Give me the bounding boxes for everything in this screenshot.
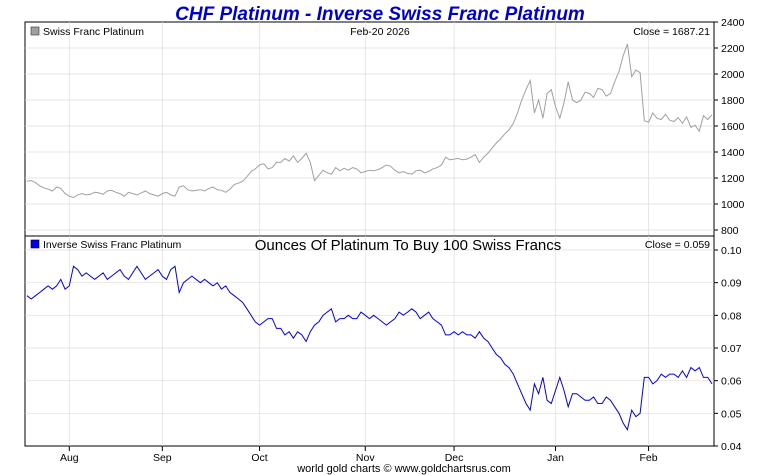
bottom-series-line bbox=[26, 265, 713, 431]
top-y-tick-label: 2400 bbox=[721, 17, 745, 29]
bottom-panel-frame bbox=[24, 235, 715, 447]
top-legend-label: Swiss Franc Platinum bbox=[43, 26, 144, 38]
top-y-tick-label: 2200 bbox=[721, 43, 745, 55]
chart-title: CHF Platinum - Inverse Swiss Franc Plati… bbox=[175, 4, 585, 25]
bottom-y-tick-label: 0.06 bbox=[721, 376, 742, 388]
x-tick-label: Sep bbox=[153, 452, 172, 464]
bottom-y-tick-label: 0.10 bbox=[721, 245, 742, 257]
bottom-y-tick-label: 0.07 bbox=[721, 343, 742, 355]
top-y-tick-label: 1400 bbox=[721, 147, 745, 159]
bottom-panel: 0.10 0.09 0.08 0.07 0.06 0.05 0.04 Inverse Swi… bbox=[24, 235, 742, 453]
x-tick-label: Oct bbox=[251, 452, 267, 464]
bottom-close-label: Close = 0.059 bbox=[645, 239, 710, 251]
bottom-panel-y-axis: 0.10 0.09 0.08 0.07 0.06 0.05 0.04 bbox=[714, 245, 742, 453]
bottom-legend-swatch bbox=[30, 239, 40, 249]
top-y-tick-label: 1000 bbox=[721, 199, 745, 211]
x-tick-label: Dec bbox=[445, 452, 464, 464]
top-series-line bbox=[26, 43, 713, 199]
bottom-y-tick-label: 0.08 bbox=[721, 310, 742, 322]
top-legend-swatch bbox=[30, 26, 40, 36]
top-panel-frame bbox=[24, 21, 715, 237]
footer-credit: world gold charts © www.goldchartsrus.co… bbox=[296, 463, 511, 475]
x-tick-label: Feb bbox=[640, 452, 658, 464]
x-axis: Aug Sep Oct Nov Dec Jan Feb bbox=[60, 446, 658, 464]
top-y-tick-label: 1600 bbox=[721, 121, 745, 133]
bottom-panel-grid bbox=[25, 236, 714, 446]
top-close-label: Close = 1687.21 bbox=[633, 26, 710, 38]
bottom-legend-label: Inverse Swiss Franc Platinum bbox=[43, 239, 182, 251]
top-y-tick-label: 800 bbox=[721, 225, 739, 237]
top-panel-grid bbox=[25, 22, 714, 236]
top-panel: 2400 2200 2000 1800 1600 1400 1200 1000 800 Swis… bbox=[24, 17, 745, 237]
x-tick-label: Aug bbox=[60, 452, 79, 464]
top-y-tick-label: 2000 bbox=[721, 69, 745, 81]
bottom-y-tick-label: 0.04 bbox=[721, 441, 742, 453]
top-y-tick-label: 1200 bbox=[721, 173, 745, 185]
top-y-tick-label: 1800 bbox=[721, 95, 745, 107]
top-panel-y-axis: 2400 2200 2000 1800 1600 1400 1200 1000 800 bbox=[714, 17, 745, 237]
top-date-label: Feb-20 2026 bbox=[350, 26, 410, 38]
bottom-y-tick-label: 0.09 bbox=[721, 278, 742, 290]
bottom-panel-title: Ounces Of Platinum To Buy 100 Swiss Fran… bbox=[255, 237, 562, 254]
x-tick-label: Jan bbox=[547, 452, 564, 464]
bottom-y-tick-label: 0.05 bbox=[721, 408, 742, 420]
x-tick-label: Nov bbox=[356, 452, 375, 464]
